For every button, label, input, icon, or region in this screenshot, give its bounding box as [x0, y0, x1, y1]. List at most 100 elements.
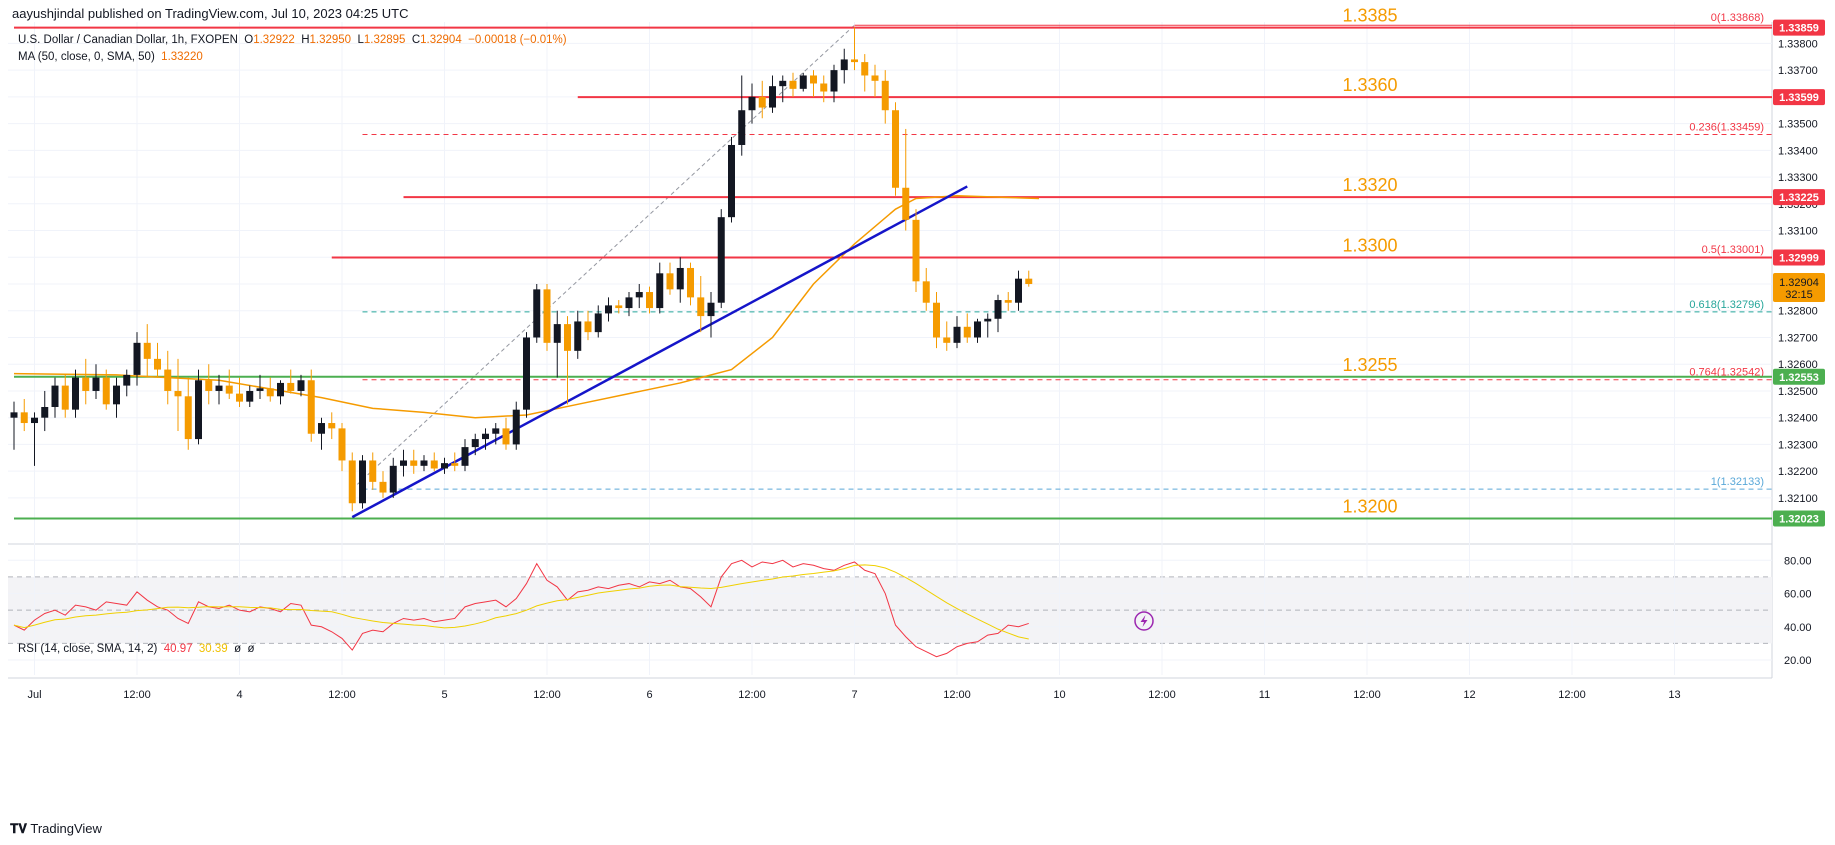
high-value: 1.32950 — [309, 34, 352, 46]
candle-body — [789, 80, 797, 89]
rsi-tick-label: 40.00 — [1784, 622, 1812, 634]
candle-body — [646, 292, 653, 309]
candle-body — [400, 460, 407, 466]
candle — [154, 342, 161, 378]
candle — [461, 439, 469, 472]
candle-body — [451, 463, 459, 466]
candle — [1025, 270, 1033, 287]
time-tick-label: 4 — [236, 689, 242, 701]
price-tag — [1773, 19, 1825, 36]
candle-body — [523, 337, 530, 410]
candle — [615, 300, 623, 314]
rsi-extra-1: ø — [234, 643, 242, 655]
candle-body — [656, 273, 664, 309]
time-tick-label: 12:00 — [533, 689, 561, 701]
candle-body — [328, 423, 336, 429]
candle — [963, 313, 971, 343]
candle-body — [594, 313, 602, 333]
candle-body — [728, 144, 735, 218]
candle-body — [943, 337, 951, 343]
candle — [933, 292, 940, 349]
level-labels-layer: 1.3385 1.3360 1.3320 1.3300 1.3255 1.3200 — [1342, 6, 1397, 517]
symbol-title[interactable]: U.S. Dollar / Canadian Dollar, 1h, FXOPE… — [18, 34, 238, 46]
candle — [625, 292, 633, 317]
candle-body — [461, 447, 469, 466]
candle-body — [225, 385, 233, 394]
tradingview-logo-icon: 𝐓𝐕 — [10, 821, 27, 836]
candle-body — [420, 460, 428, 466]
candle-body — [697, 297, 705, 317]
candle — [225, 369, 233, 399]
candle — [328, 412, 336, 440]
candle-body — [102, 377, 110, 405]
candle — [892, 102, 899, 196]
candle — [738, 75, 746, 156]
candle — [840, 48, 848, 84]
candle — [307, 369, 315, 442]
candle-body — [820, 83, 828, 92]
axes-layer: 1.338001.337001.336001.335001.334001.333… — [27, 38, 1817, 701]
candle-body — [143, 342, 151, 359]
time-tick-label: 6 — [646, 689, 652, 701]
rsi-extra-2: ø — [247, 643, 255, 655]
candle — [256, 374, 264, 399]
candle — [51, 377, 59, 418]
candle — [82, 358, 90, 405]
candle — [430, 452, 438, 472]
candle — [728, 136, 735, 223]
time-tick-label: 12:00 — [328, 689, 356, 701]
close-label: C — [411, 34, 421, 46]
candle-body — [51, 385, 59, 407]
candle-body — [82, 377, 90, 391]
price-tag-label: 1.33225 — [1779, 192, 1819, 204]
candle-body — [892, 110, 899, 188]
tradingview-brand: TradingView — [30, 821, 102, 836]
candle-body — [492, 428, 500, 434]
change-value: −0.00018 (−0.01%) — [468, 34, 567, 46]
price-tick-label: 1.33800 — [1778, 38, 1818, 50]
candle-body — [256, 388, 264, 391]
candle — [912, 209, 920, 293]
candle — [666, 262, 674, 295]
time-tick-label: 12 — [1463, 689, 1475, 701]
candle-body — [553, 324, 561, 343]
tradingview-logo[interactable]: 𝐓𝐕 TradingView — [10, 821, 102, 837]
candles-layer — [10, 27, 1033, 512]
candle — [820, 75, 828, 103]
candle-body — [902, 187, 910, 220]
lightning-icon[interactable] — [1134, 611, 1154, 631]
fib-layer: 0(1.33868) 0.236(1.33459) 0.5(1.33001) 0.61… — [351, 12, 1772, 490]
candle-body — [963, 326, 971, 338]
candle — [881, 70, 889, 124]
price-tick-label: 1.32100 — [1778, 493, 1818, 505]
candle — [646, 286, 653, 314]
candle-body — [277, 382, 284, 397]
rsi-legend[interactable]: RSI (14, close, SMA, 14, 2) 40.97 30.39 … — [18, 643, 255, 655]
candle-body — [215, 385, 223, 391]
time-tick-label: 12:00 — [1558, 689, 1586, 701]
price-tick-label: 1.33700 — [1778, 65, 1818, 77]
candle-body — [307, 380, 315, 434]
candle-body — [10, 412, 18, 418]
time-tick-label: 10 — [1053, 689, 1065, 701]
candle — [123, 369, 131, 397]
candle — [758, 80, 766, 119]
candle-body — [471, 439, 479, 448]
price-tick-label: 1.32700 — [1778, 332, 1818, 344]
time-tick-label: 13 — [1668, 689, 1680, 701]
ma-legend[interactable]: MA (50, close, 0, SMA, 50) 1.33220 — [18, 51, 203, 63]
candle — [830, 64, 838, 103]
candle-body — [430, 460, 438, 469]
candle-body — [205, 380, 213, 391]
candle — [420, 455, 428, 472]
price-tick-label: 1.33300 — [1778, 172, 1818, 184]
candle-body — [133, 342, 141, 375]
candle — [410, 449, 418, 474]
candle-body — [1025, 278, 1033, 285]
candle — [277, 380, 284, 405]
candle-body — [810, 75, 817, 84]
candle-body — [574, 321, 582, 351]
rsi-ma-value: 30.39 — [198, 643, 228, 655]
candle — [984, 313, 992, 338]
candle — [10, 401, 18, 450]
